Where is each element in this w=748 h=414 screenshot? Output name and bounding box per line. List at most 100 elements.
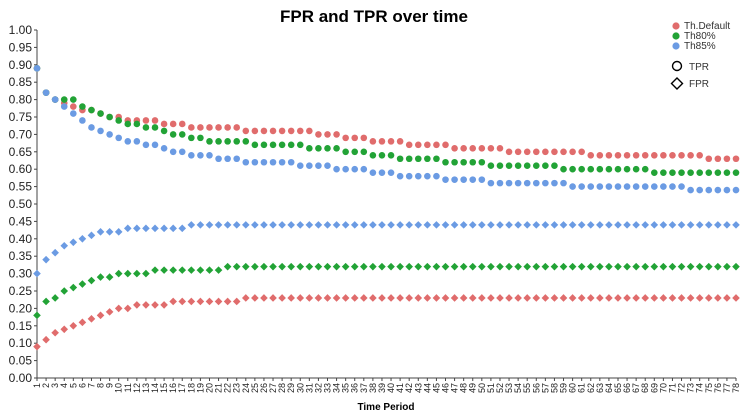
- point-tpr-th85: [614, 183, 622, 190]
- point-fpr-th85: [695, 221, 704, 229]
- point-fpr-th85: [632, 221, 640, 229]
- point-tpr-th85: [133, 138, 141, 145]
- point-fpr-th85: [541, 221, 550, 229]
- point-fpr-th80: [33, 311, 41, 320]
- point-fpr-th80: [732, 262, 740, 271]
- point-tpr-th-default: [260, 127, 268, 135]
- point-fpr-th85: [87, 231, 96, 240]
- point-tpr-th-default: [324, 131, 331, 138]
- point-tpr-th80: [514, 162, 522, 170]
- point-tpr-th80: [505, 162, 513, 170]
- point-fpr-th-default: [51, 328, 59, 337]
- x-tick-label: 49: [468, 383, 478, 393]
- x-tick-label: 6: [77, 383, 87, 388]
- point-fpr-th85: [459, 221, 468, 229]
- x-tick-label: 19: [195, 383, 205, 393]
- point-fpr-th-default: [387, 294, 395, 302]
- point-tpr-th85: [424, 172, 431, 180]
- point-tpr-th85: [687, 186, 694, 194]
- point-tpr-th80: [587, 165, 595, 173]
- point-tpr-th80: [233, 138, 241, 145]
- point-tpr-th85: [215, 155, 222, 163]
- point-fpr-th80: [360, 262, 368, 271]
- point-fpr-th-default: [396, 294, 404, 302]
- x-tick-label: 4: [59, 383, 69, 388]
- point-fpr-th-default: [360, 294, 368, 302]
- point-fpr-th80: [577, 262, 586, 271]
- point-tpr-th85: [469, 176, 477, 183]
- y-tick-label: 0.30: [9, 267, 33, 281]
- point-fpr-th85: [105, 228, 114, 236]
- x-tick-label: 12: [132, 383, 142, 393]
- point-tpr-th85: [387, 169, 395, 176]
- point-fpr-th80: [223, 262, 232, 271]
- point-fpr-th85: [441, 221, 450, 229]
- x-tick-label: 36: [350, 383, 360, 393]
- x-tick-label: 22: [223, 383, 233, 393]
- x-tick-label: 64: [604, 383, 614, 393]
- point-tpr-th80: [596, 165, 604, 173]
- point-tpr-th-default: [632, 151, 640, 159]
- point-fpr-th85: [487, 221, 495, 229]
- point-tpr-th80: [687, 169, 694, 176]
- point-tpr-th85: [496, 179, 504, 187]
- point-tpr-th85: [442, 176, 449, 183]
- x-tick-label: 5: [68, 383, 78, 388]
- point-tpr-th80: [70, 96, 77, 103]
- x-tick-label: 26: [259, 383, 269, 393]
- x-tick-label: 23: [232, 383, 242, 393]
- x-tick-label: 28: [277, 383, 287, 393]
- point-tpr-th85: [451, 176, 458, 183]
- point-tpr-th80: [242, 138, 250, 145]
- point-fpr-th80: [632, 262, 640, 271]
- point-tpr-th80: [532, 162, 540, 170]
- x-tick-label: 75: [704, 383, 714, 393]
- point-tpr-th80: [623, 165, 631, 173]
- point-fpr-th-default: [659, 294, 668, 302]
- point-fpr-th80: [405, 262, 413, 271]
- point-tpr-th85: [206, 151, 213, 159]
- point-tpr-th-default: [387, 138, 395, 145]
- x-axis-label: Time Period: [357, 402, 414, 413]
- point-fpr-th85: [223, 221, 232, 229]
- point-fpr-th80: [369, 262, 377, 271]
- point-tpr-th80: [133, 120, 141, 128]
- point-tpr-th80: [378, 151, 386, 159]
- point-tpr-th80: [88, 106, 95, 114]
- point-tpr-th-default: [732, 155, 740, 163]
- point-fpr-th-default: [505, 294, 513, 302]
- point-tpr-th-default: [714, 155, 722, 163]
- point-fpr-th-default: [668, 294, 677, 302]
- point-fpr-th-default: [341, 294, 350, 302]
- point-fpr-th85: [659, 221, 668, 229]
- legend-item-fpr: FPR: [670, 77, 709, 90]
- point-fpr-th85: [33, 269, 41, 278]
- y-tick-label: 0.10: [9, 336, 33, 350]
- point-fpr-th80: [686, 262, 695, 271]
- point-tpr-th85: [324, 162, 331, 170]
- point-fpr-th-default: [450, 294, 459, 302]
- legend-label-th-default: Th.Default: [684, 21, 730, 32]
- point-fpr-th80: [105, 273, 114, 281]
- point-fpr-th-default: [142, 301, 150, 309]
- point-tpr-th-default: [551, 148, 558, 156]
- chart-title: FPR and TPR over time: [280, 7, 468, 26]
- x-tick-label: 66: [622, 383, 632, 393]
- point-fpr-th80: [214, 266, 223, 274]
- point-fpr-th80: [305, 262, 314, 271]
- x-tick-label: 69: [649, 383, 659, 393]
- point-tpr-th80: [614, 165, 622, 173]
- x-tick-label: 11: [123, 383, 133, 392]
- point-tpr-th-default: [460, 145, 467, 152]
- point-tpr-th-default: [251, 127, 259, 135]
- point-fpr-th80: [487, 262, 495, 271]
- point-fpr-th85: [151, 224, 159, 233]
- x-tick-label: 16: [168, 383, 178, 393]
- point-fpr-th-default: [378, 294, 386, 302]
- point-tpr-th80: [660, 169, 667, 176]
- point-fpr-th80: [187, 266, 196, 274]
- point-tpr-th85: [33, 64, 41, 72]
- x-tick-label: 70: [658, 383, 668, 393]
- point-tpr-th85: [587, 183, 595, 190]
- x-tick-label: 2: [41, 383, 51, 388]
